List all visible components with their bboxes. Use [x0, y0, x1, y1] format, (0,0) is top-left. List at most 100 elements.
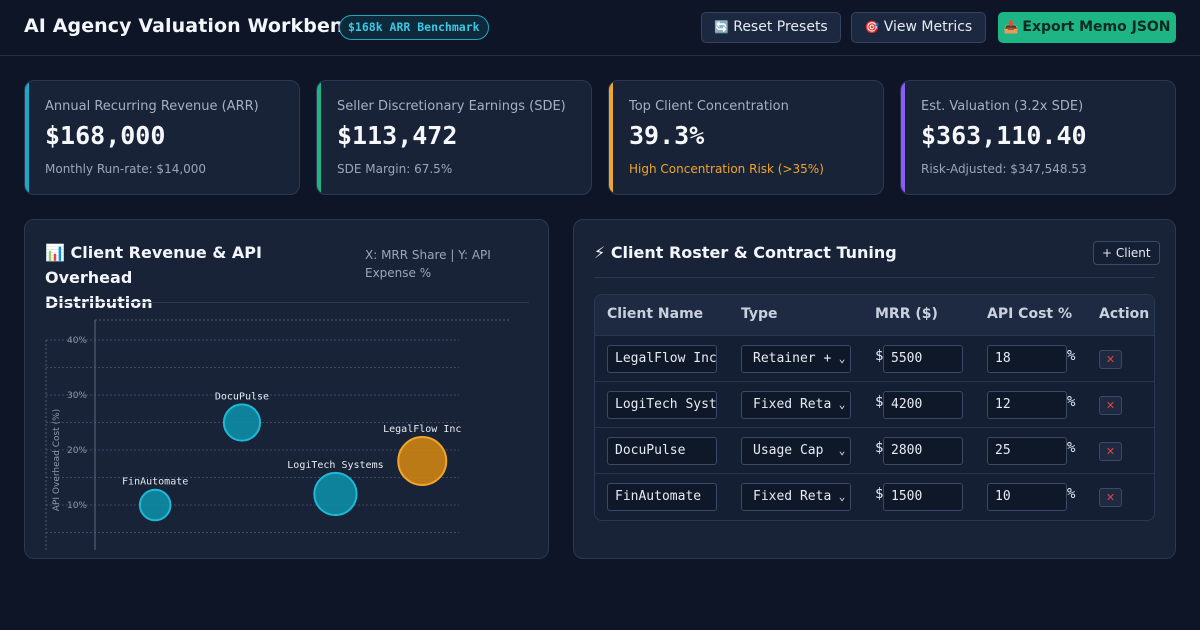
delete-row-button[interactable]: ✕ [1099, 350, 1122, 369]
client-name-input[interactable]: FinAutomate [607, 483, 717, 511]
column-header-action: Action [1099, 306, 1150, 322]
api-cost-input[interactable]: 25 [987, 437, 1067, 465]
export-memo-label: Export Memo JSON [1022, 19, 1171, 35]
api-cost-input[interactable]: 18 [987, 345, 1067, 373]
percent-symbol: % [1067, 394, 1076, 410]
roster-divider [594, 277, 1155, 278]
contract-type-value: Retainer + [753, 351, 832, 366]
mrr-input[interactable]: 4200 [883, 391, 963, 419]
kpi-accent-bar [317, 81, 321, 194]
contract-type-select[interactable]: Usage Cap ⌄ [741, 437, 851, 465]
kpi-card-concentration: Top Client Concentration 39.3% High Conc… [608, 80, 884, 195]
client-name-input[interactable]: LogiTech Syst [607, 391, 717, 419]
chevron-down-icon: ⌄ [834, 392, 850, 418]
y-tick-label: 20% [67, 446, 87, 456]
kpi-value: 39.3% [629, 121, 705, 150]
kpi-label: Seller Discretionary Earnings (SDE) [337, 99, 566, 114]
close-icon: ✕ [1105, 491, 1116, 504]
bubble-label: DocuPulse [215, 391, 269, 402]
chevron-down-icon: ⌄ [834, 438, 850, 464]
table-row: LegalFlow Inc Retainer + ⌄ $5500 18% ✕ [595, 336, 1154, 382]
kpi-value: $113,472 [337, 121, 458, 150]
client-name-input[interactable]: DocuPulse [607, 437, 717, 465]
close-icon: ✕ [1105, 399, 1116, 412]
reset-presets-button[interactable]: 🔄 Reset Presets [701, 12, 841, 43]
y-tick-label: 30% [67, 391, 87, 401]
delete-row-button[interactable]: ✕ [1099, 488, 1122, 507]
api-cost-input[interactable]: 10 [987, 483, 1067, 511]
roster-panel-title: ⚡ Client Roster & Contract Tuning [594, 240, 897, 265]
scatter-chart: 10% 20% 30% 40% API Overhead Cost (%) FinAuto… [45, 319, 509, 550]
kpi-subtext: Monthly Run-rate: $14,000 [45, 162, 207, 176]
kpi-accent-bar [25, 81, 29, 194]
contract-type-select[interactable]: Fixed Reta ⌄ [741, 483, 851, 511]
percent-symbol: % [1067, 348, 1076, 364]
view-metrics-label: View Metrics [883, 19, 973, 35]
target-icon: 🎯 [864, 20, 880, 34]
roster-panel: ⚡ Client Roster & Contract Tuning + Clie… [573, 219, 1176, 559]
bubble-logitech-systems [313, 471, 358, 517]
table-row: DocuPulse Usage Cap ⌄ $2800 25% ✕ [595, 428, 1154, 474]
close-icon: ✕ [1105, 353, 1116, 366]
kpi-label: Top Client Concentration [629, 99, 789, 114]
chart-panel: 📊 Client Revenue & API Overhead Distribu… [24, 219, 549, 559]
client-name-input[interactable]: LegalFlow Inc [607, 345, 717, 373]
delete-row-button[interactable]: ✕ [1099, 396, 1122, 415]
kpi-label: Annual Recurring Revenue (ARR) [45, 99, 259, 114]
mrr-input[interactable]: 5500 [883, 345, 963, 373]
kpi-label: Est. Valuation (3.2x SDE) [921, 99, 1084, 114]
kpi-card-sde: Seller Discretionary Earnings (SDE) $113… [316, 80, 592, 195]
mrr-input[interactable]: 1500 [883, 483, 963, 511]
contract-type-select[interactable]: Fixed Reta ⌄ [741, 391, 851, 419]
table-row: LogiTech Syst Fixed Reta ⌄ $4200 12% ✕ [595, 382, 1154, 428]
bubble-label: FinAutomate [122, 477, 188, 488]
chart-axis-legend: X: MRR Share | Y: API Expense % [365, 248, 491, 280]
kpi-value: $363,110.40 [921, 121, 1087, 150]
y-tick-label: 40% [67, 336, 87, 346]
client-roster-table: Client Name Type MRR ($) API Cost % Acti… [594, 294, 1155, 521]
column-header-type: Type [741, 306, 778, 322]
refresh-icon: 🔄 [714, 20, 730, 34]
download-icon: 📥 [1003, 20, 1019, 34]
bubble-finautomate [138, 488, 172, 522]
contract-type-value: Fixed Reta [753, 397, 832, 412]
contract-type-value: Fixed Reta [753, 489, 832, 504]
bubble-label: LogiTech Systems [287, 460, 383, 471]
chart-panel-title: 📊 Client Revenue & API Overhead Distribu… [45, 240, 345, 315]
column-header-client-name: Client Name [607, 306, 704, 322]
kpi-card-arr: Annual Recurring Revenue (ARR) $168,000 … [24, 80, 300, 195]
bubble-legalflow-inc [397, 436, 448, 486]
currency-symbol: $ [875, 348, 884, 364]
percent-symbol: % [1067, 440, 1076, 456]
export-memo-button[interactable]: 📥 Export Memo JSON [998, 12, 1176, 43]
column-header-api-cost: API Cost % [987, 306, 1072, 322]
kpi-risk-warning: High Concentration Risk (>35%) [629, 162, 824, 176]
mrr-input[interactable]: 2800 [883, 437, 963, 465]
api-cost-input[interactable]: 12 [987, 391, 1067, 419]
kpi-card-valuation: Est. Valuation (3.2x SDE) $363,110.40 Ri… [900, 80, 1176, 195]
currency-symbol: $ [875, 394, 884, 410]
delete-row-button[interactable]: ✕ [1099, 442, 1122, 461]
chevron-down-icon: ⌄ [834, 346, 850, 372]
contract-type-select[interactable]: Retainer + ⌄ [741, 345, 851, 373]
view-metrics-button[interactable]: 🎯 View Metrics [851, 12, 986, 43]
chart-icon: 📊 [45, 243, 65, 262]
kpi-value: $168,000 [45, 121, 166, 150]
add-client-button[interactable]: + Client [1093, 241, 1160, 265]
top-header: AI Agency Valuation Workbench $168k ARR … [0, 0, 1200, 56]
percent-symbol: % [1067, 486, 1076, 502]
table-row: FinAutomate Fixed Reta ⌄ $1500 10% ✕ [595, 474, 1154, 520]
kpi-accent-bar [609, 81, 613, 194]
kpi-subtext: Risk-Adjusted: $347,548.53 [921, 162, 1087, 176]
contract-type-value: Usage Cap [753, 443, 824, 458]
table-header-row: Client Name Type MRR ($) API Cost % Acti… [595, 295, 1154, 336]
chart-title-line1: Client Revenue & API Overhead [45, 243, 262, 287]
roster-title-text: Client Roster & Contract Tuning [610, 243, 897, 262]
chart-divider [45, 302, 529, 303]
arr-benchmark-badge: $168k ARR Benchmark [339, 15, 489, 40]
column-header-mrr: MRR ($) [875, 306, 938, 322]
y-axis-label: API Overhead Cost (%) [52, 409, 62, 511]
kpi-subtext: SDE Margin: 67.5% [337, 162, 453, 176]
kpi-accent-bar [901, 81, 905, 194]
currency-symbol: $ [875, 486, 884, 502]
